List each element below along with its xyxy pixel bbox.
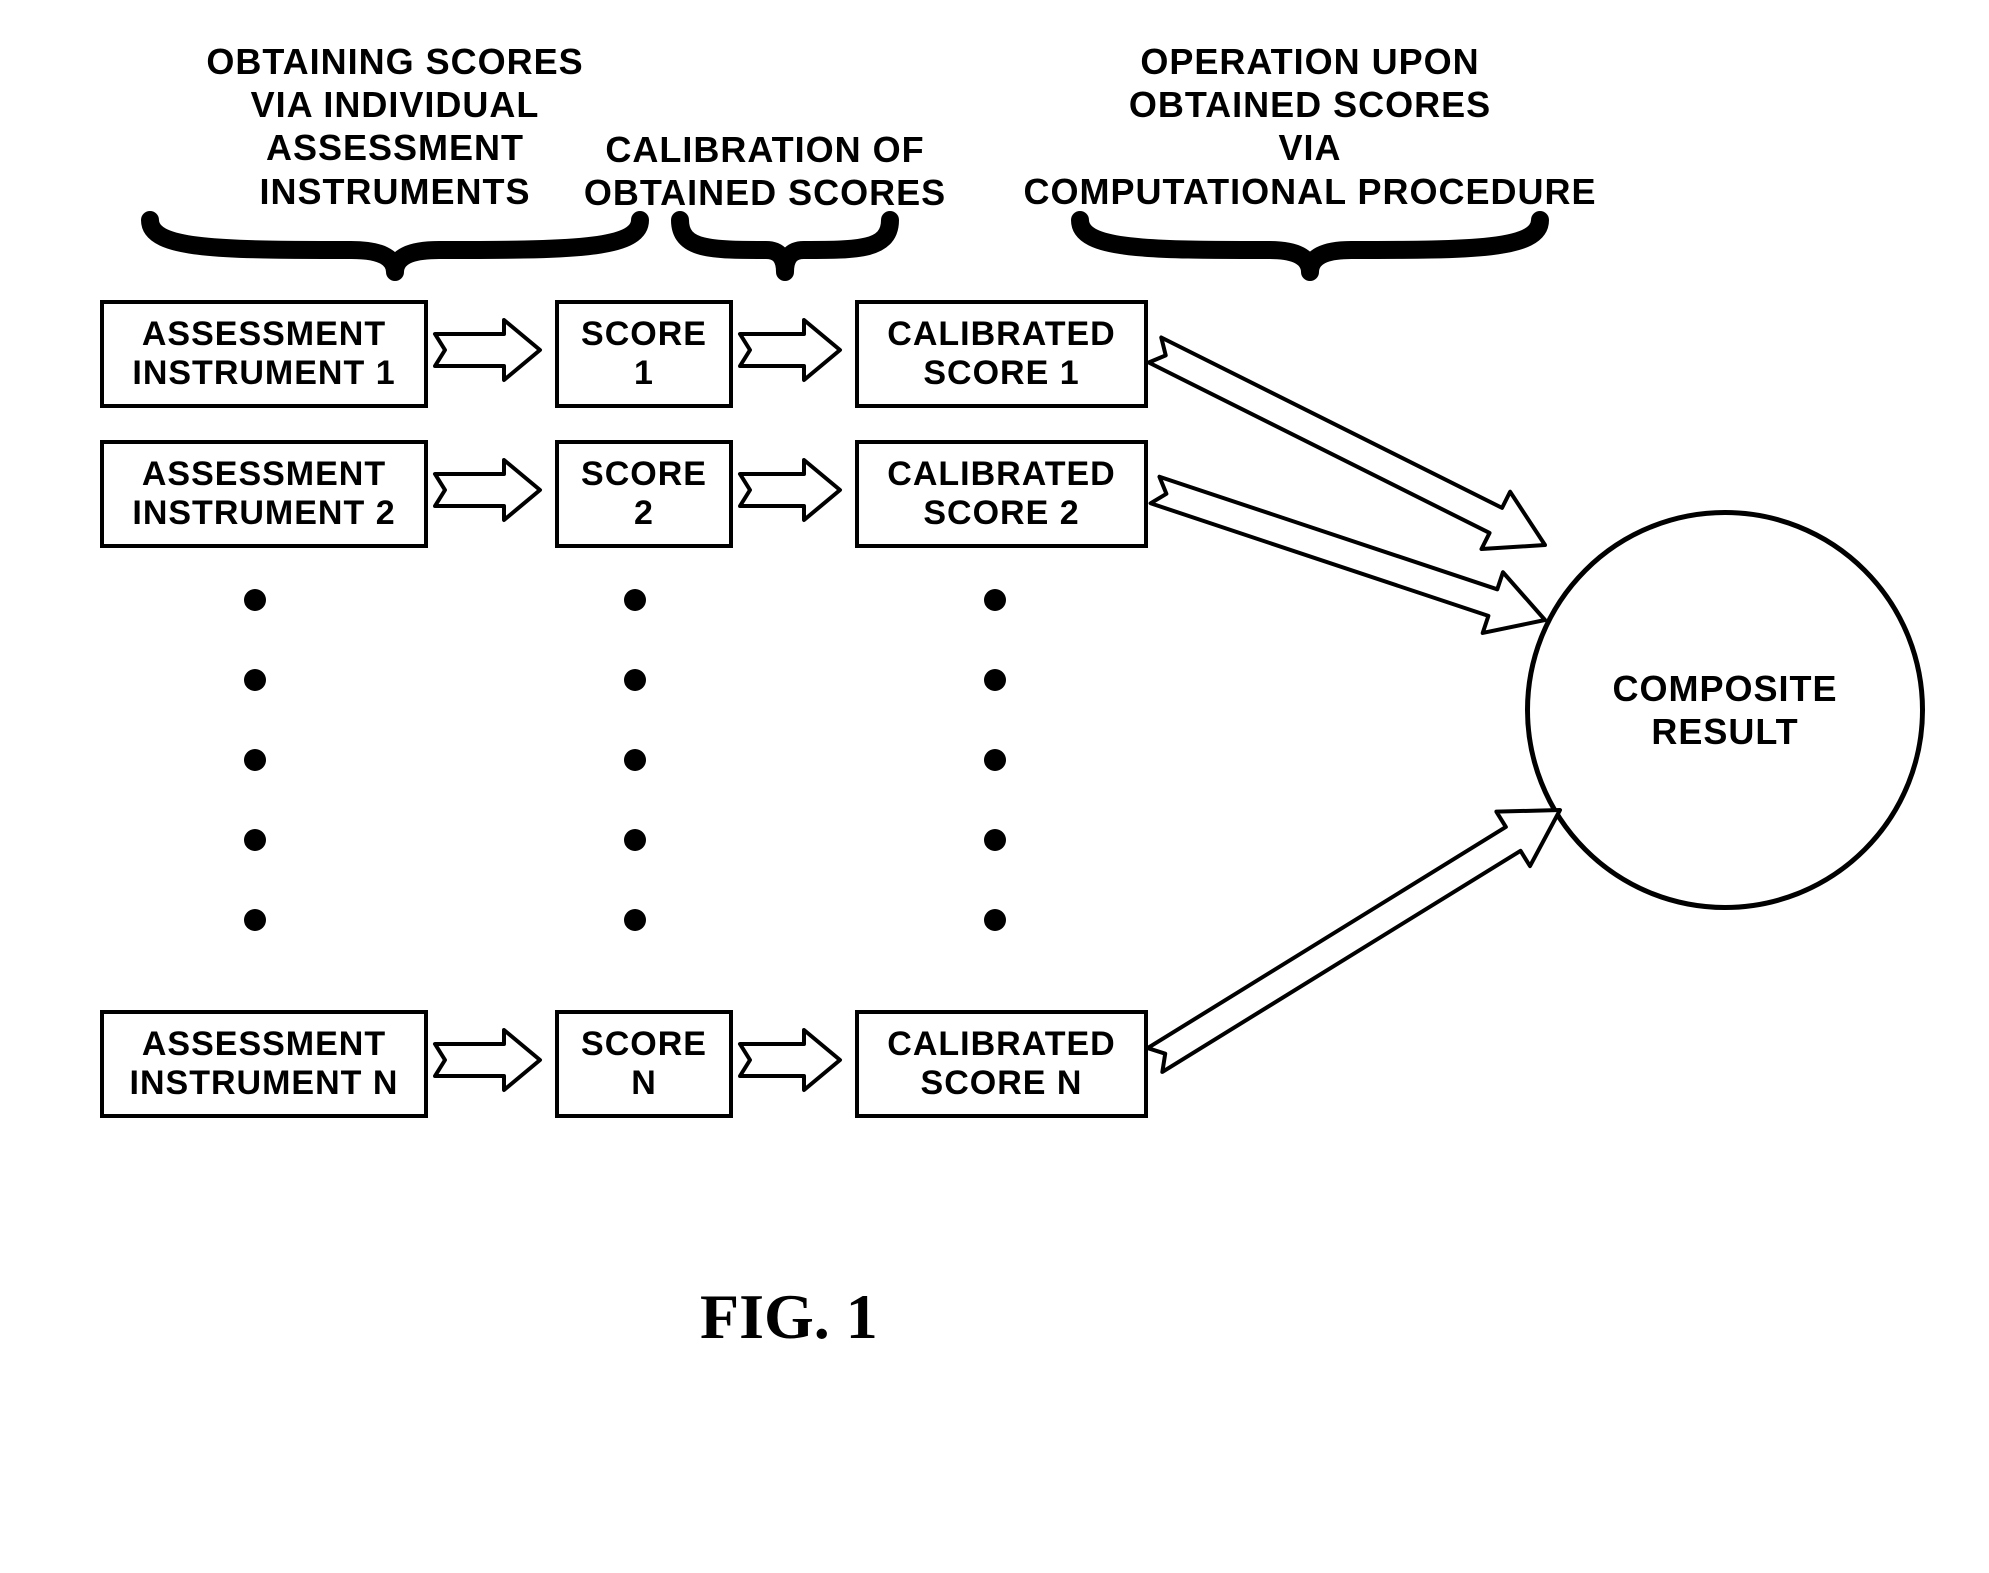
svg-overlay: [0, 0, 1989, 1573]
ellipsis-dot: [984, 669, 1006, 691]
ellipsis-dot: [984, 589, 1006, 611]
ellipsis-dot: [984, 909, 1006, 931]
ellipsis-dot: [244, 909, 266, 931]
ellipsis-dot: [624, 909, 646, 931]
diagram-stage: OBTAINING SCORESVIA INDIVIDUALASSESSMENT…: [0, 0, 1989, 1573]
ellipsis-dot: [244, 829, 266, 851]
ellipsis-dot: [984, 829, 1006, 851]
ellipsis-dot: [244, 589, 266, 611]
ellipsis-dot: [624, 589, 646, 611]
ellipsis-dot: [624, 749, 646, 771]
ellipsis-dot: [624, 669, 646, 691]
ellipsis-dot: [984, 749, 1006, 771]
ellipsis-dot: [244, 669, 266, 691]
ellipsis-dot: [624, 829, 646, 851]
ellipsis-dot: [244, 749, 266, 771]
